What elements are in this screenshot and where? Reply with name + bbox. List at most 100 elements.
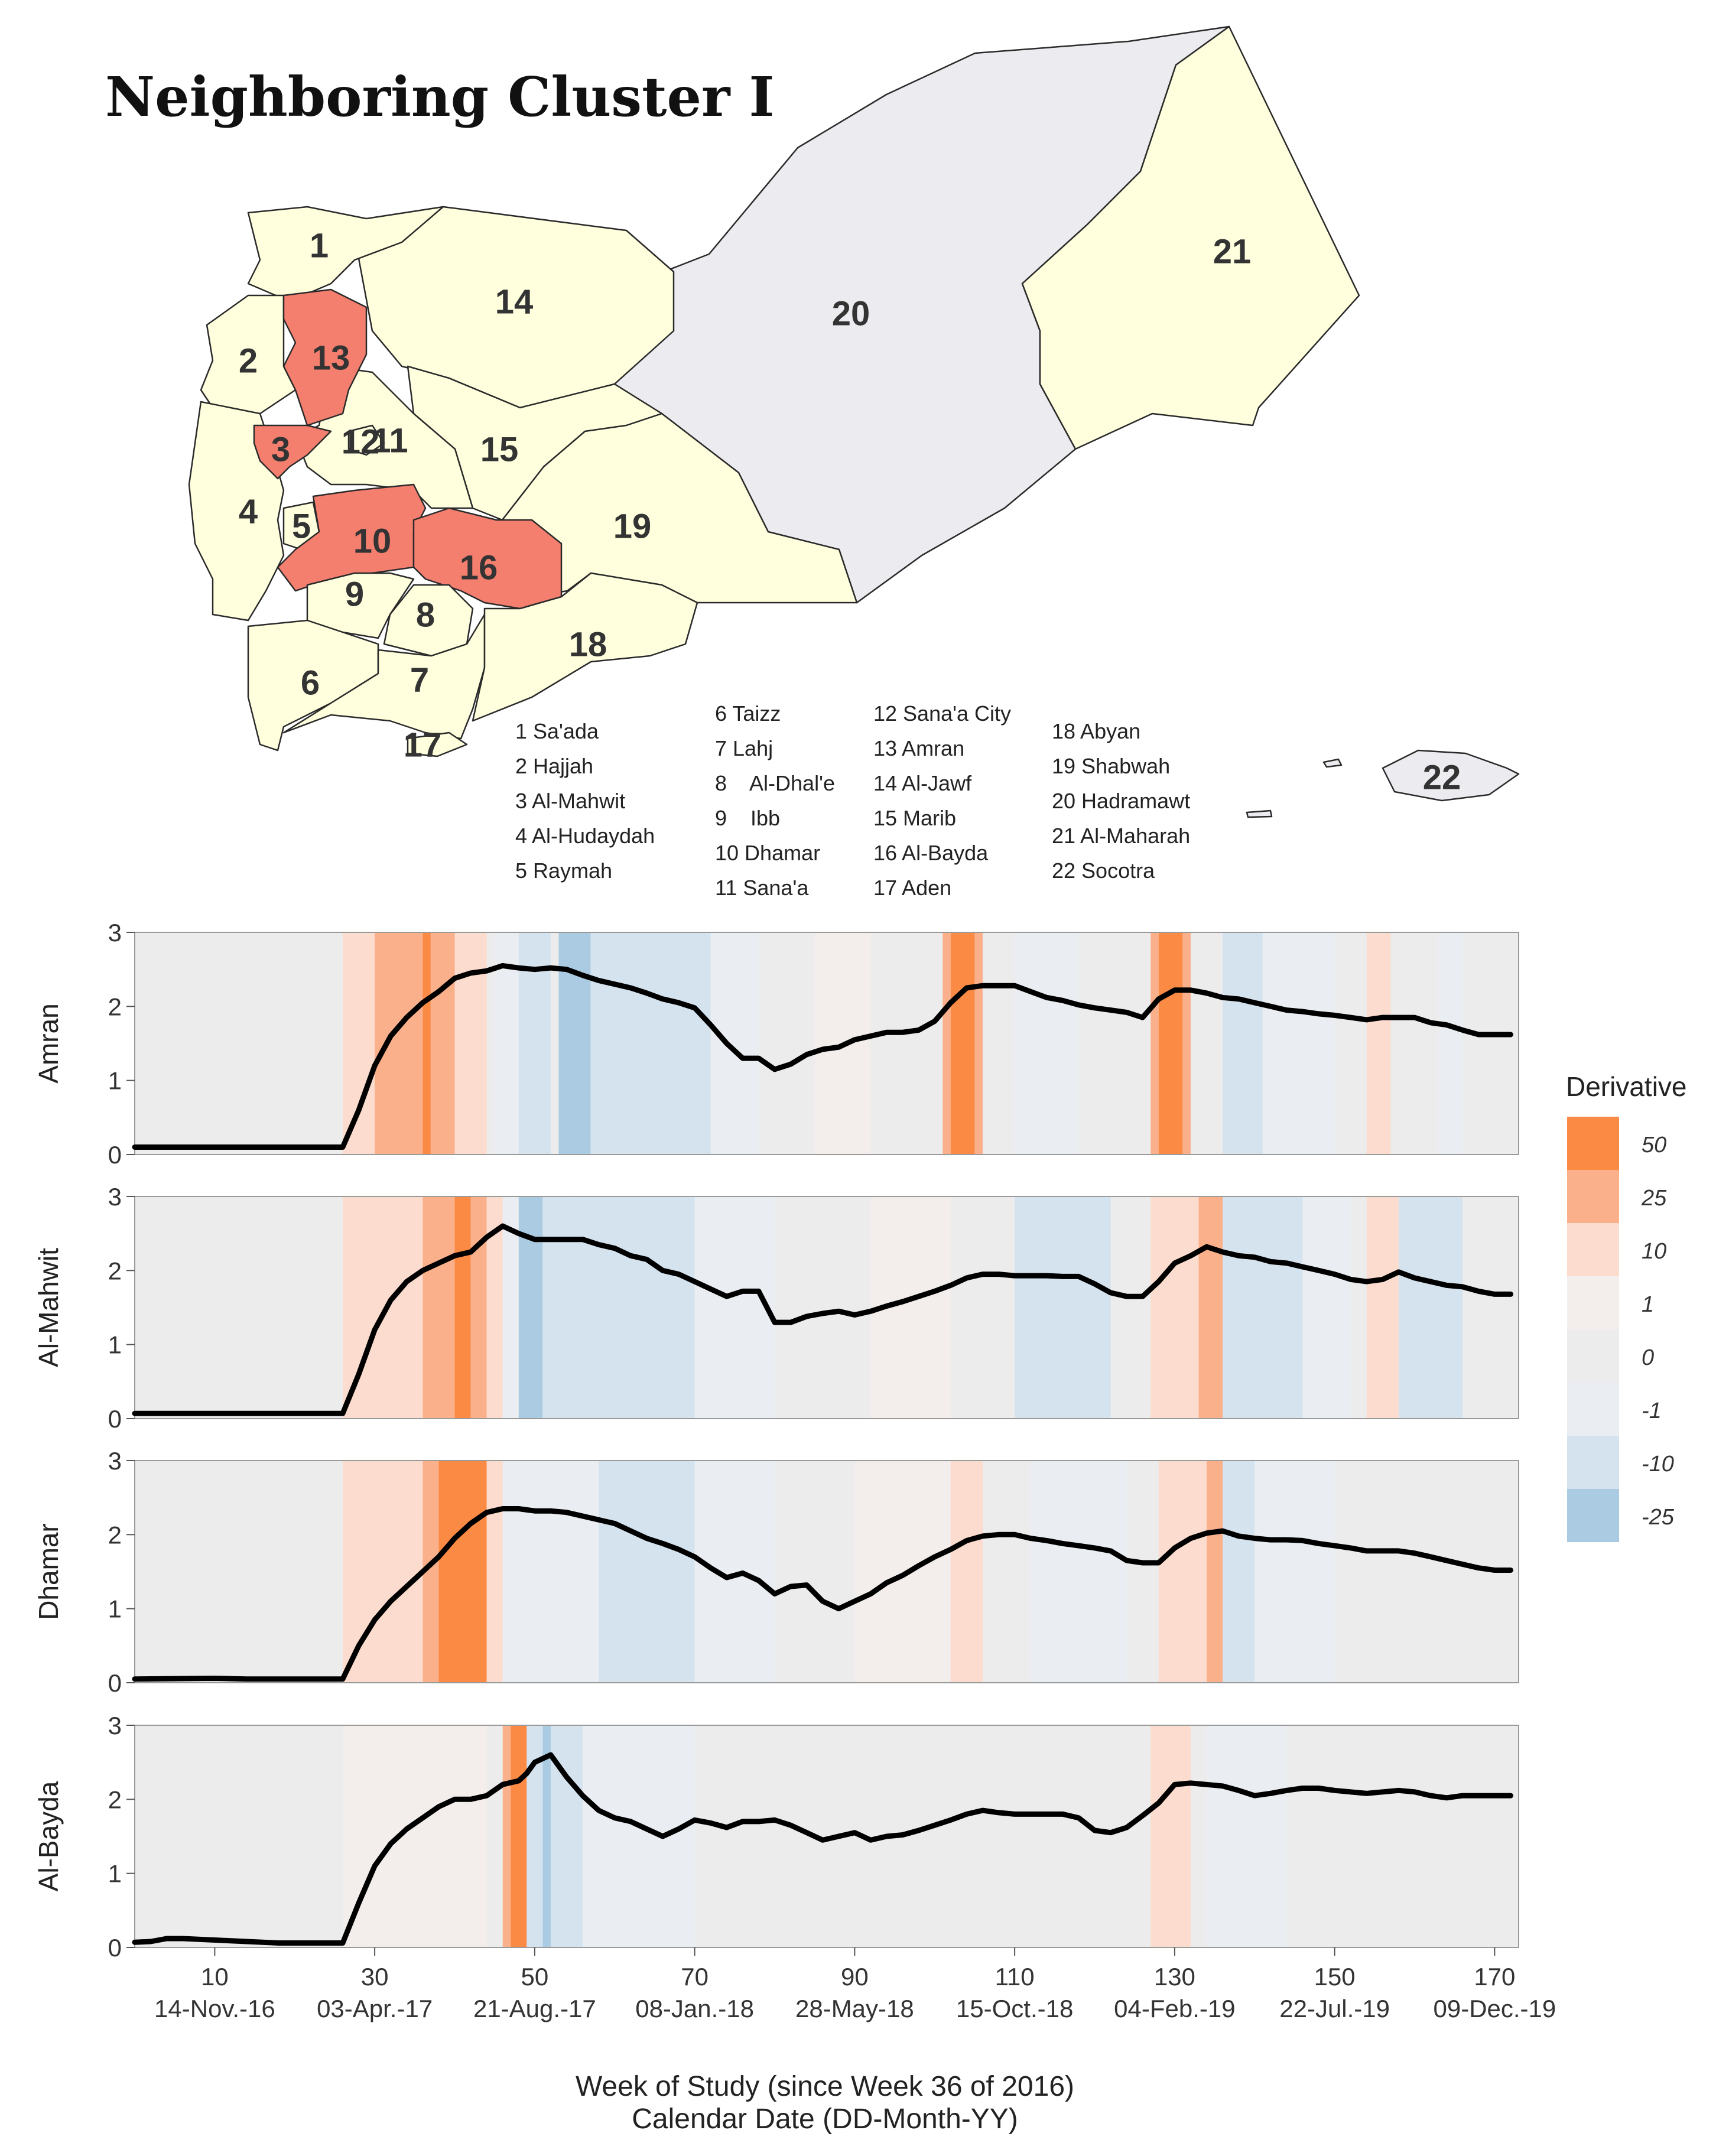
map-legend-column-2: 6 Taizz 7 Lahj 8 Al-Dhal'e 9 Ibb 10 Dham… bbox=[715, 701, 835, 900]
derivative-band bbox=[1438, 932, 1463, 1155]
region-num-10: 10 bbox=[353, 522, 392, 560]
derivative-band bbox=[1223, 1461, 1255, 1683]
derivative-band bbox=[1207, 1725, 1287, 1947]
region-num-14: 14 bbox=[495, 282, 534, 321]
map-legend-entry: 8 Al-Dhal'e bbox=[715, 771, 835, 795]
derivative-band bbox=[1302, 1196, 1351, 1419]
x-axis-label-week: Week of Study (since Week 36 of 2016) bbox=[576, 2071, 1074, 2102]
region-21-maharah bbox=[1021, 25, 1360, 450]
series-line-amran bbox=[132, 962, 1513, 1150]
x-tick-label: 30 bbox=[361, 1963, 389, 1991]
derivative-legend-label: -25 bbox=[1642, 1505, 1675, 1530]
derivative-band bbox=[454, 932, 487, 1155]
y-tick-label: 3 bbox=[108, 919, 122, 947]
derivative-legend-label: 1 bbox=[1642, 1292, 1654, 1317]
map-legend-entry: 21 Al-Maharah bbox=[1052, 824, 1190, 848]
derivative-band bbox=[1207, 1461, 1223, 1683]
panel-label: Al-Mahwit bbox=[33, 1248, 64, 1367]
y-tick-label: 2 bbox=[108, 1257, 122, 1285]
map-legend-column-1: 1 Sa'ada 2 Hajjah 3 Al-Mahwit 4 Al-Huday… bbox=[515, 719, 655, 883]
x-date-label: 28-May-18 bbox=[795, 1995, 914, 2022]
region-num-1: 1 bbox=[310, 226, 329, 265]
panel-al-bayda: 0 1 2 3 Al-Bayda 10 14-Nov.-16 30 03-Apr.-17 50 21… bbox=[33, 1712, 1556, 2022]
derivative-legend-swatch bbox=[1567, 1489, 1619, 1542]
region-num-11: 11 bbox=[372, 421, 408, 460]
derivative-band bbox=[950, 1461, 983, 1683]
map-legend-entry: 3 Al-Mahwit bbox=[515, 789, 625, 813]
derivative-band bbox=[1223, 1196, 1303, 1419]
y-tick-label: 1 bbox=[108, 1067, 122, 1095]
derivative-legend-label: -1 bbox=[1642, 1399, 1662, 1423]
derivative-band bbox=[1158, 1461, 1207, 1683]
panel-label: Dhamar bbox=[33, 1523, 64, 1620]
region-num-3: 3 bbox=[271, 430, 290, 469]
map-legend-entry: 9 Ibb bbox=[715, 806, 780, 830]
panel-background bbox=[135, 1725, 1519, 1947]
x-date-label: 04-Feb.-19 bbox=[1114, 1995, 1235, 2022]
derivative-band bbox=[1223, 932, 1263, 1155]
panel-al-mahwit: 0 1 2 3 Al-Mahwit bbox=[33, 1183, 1519, 1433]
map-legend-entry: 5 Raymah bbox=[515, 859, 612, 883]
derivative-legend-swatch bbox=[1567, 1276, 1619, 1329]
derivative-band bbox=[710, 932, 759, 1155]
derivative-band bbox=[1015, 1196, 1111, 1419]
derivative-band bbox=[502, 1725, 511, 1947]
derivative-band bbox=[1150, 932, 1159, 1155]
x-tick-label: 150 bbox=[1314, 1963, 1356, 1991]
derivative-band bbox=[583, 1725, 695, 1947]
derivative-legend-swatch bbox=[1567, 1223, 1619, 1276]
derivative-band bbox=[454, 1196, 471, 1419]
derivative-band bbox=[1366, 932, 1391, 1155]
x-date-label: 08-Jan.-18 bbox=[635, 1995, 754, 2022]
derivative-band bbox=[375, 932, 423, 1155]
region-number-labels: 1 2 3 4 5 6 7 8 9 10 11 12 13 14 15 16 1… bbox=[239, 226, 1461, 796]
derivative-band bbox=[558, 932, 591, 1155]
derivative-band bbox=[1262, 932, 1335, 1155]
x-tick-label: 70 bbox=[681, 1963, 708, 1991]
derivative-bands bbox=[342, 1725, 1287, 1947]
region-01-saada bbox=[247, 206, 444, 303]
region-22-socotra bbox=[1382, 749, 1520, 802]
x-date-label: 03-Apr.-17 bbox=[317, 1995, 433, 2022]
derivative-band bbox=[942, 932, 951, 1155]
panel-border bbox=[134, 1196, 1519, 1419]
derivative-band bbox=[542, 1196, 575, 1419]
region-num-17: 17 bbox=[404, 726, 442, 764]
socotra-islet-1 bbox=[1322, 758, 1343, 768]
series-line-al-mahwit bbox=[132, 1223, 1513, 1416]
map-legend-entry: 22 Socotra bbox=[1052, 859, 1155, 883]
map-legend-entry: 14 Al-Jawf bbox=[873, 771, 972, 795]
region-num-12: 12 bbox=[342, 422, 380, 461]
map-legend-column-4: 18 Abyan 19 Shabwah 20 Hadramawt 21 Al-M… bbox=[1052, 719, 1190, 883]
x-tick-label: 170 bbox=[1474, 1963, 1515, 1991]
panel-dhamar: 0 1 2 3 Dhamar bbox=[33, 1447, 1519, 1697]
region-08-dhale bbox=[383, 584, 474, 657]
derivative-band bbox=[1254, 1461, 1335, 1683]
derivative-band bbox=[342, 932, 375, 1155]
yemen-map: 1 2 3 4 5 6 7 8 9 10 11 12 13 14 15 16 1… bbox=[188, 25, 1520, 818]
region-num-15: 15 bbox=[480, 430, 519, 469]
derivative-legend-swatch bbox=[1567, 1170, 1619, 1223]
derivative-band bbox=[422, 932, 431, 1155]
map-legend-entry: 15 Marib bbox=[873, 806, 956, 830]
map-legend-entry: 12 Sana'a City bbox=[873, 701, 1011, 726]
derivative-band bbox=[590, 932, 663, 1155]
derivative-band bbox=[1150, 1725, 1191, 1947]
panel-label: Al-Bayda bbox=[33, 1781, 64, 1891]
derivative-legend-label: 25 bbox=[1641, 1186, 1667, 1211]
x-date-label: 14-Nov.-16 bbox=[154, 1995, 275, 2022]
derivative-band bbox=[470, 1196, 487, 1419]
derivative-legend-label: -10 bbox=[1642, 1452, 1674, 1477]
panel-border bbox=[134, 1460, 1519, 1683]
x-axis-label-date: Calendar Date (DD-Month-YY) bbox=[632, 2103, 1018, 2135]
derivative-band bbox=[511, 1725, 527, 1947]
derivative-legend-label: 50 bbox=[1642, 1133, 1666, 1157]
derivative-legend-swatch bbox=[1567, 1329, 1619, 1383]
region-num-19: 19 bbox=[613, 507, 652, 545]
y-tick-label: 0 bbox=[108, 1405, 122, 1433]
panel-amran: 0 1 2 3 Amran bbox=[33, 919, 1519, 1169]
map-legend-entry: 6 Taizz bbox=[715, 701, 781, 726]
x-date-label: 09-Dec.-19 bbox=[1434, 1995, 1556, 2022]
